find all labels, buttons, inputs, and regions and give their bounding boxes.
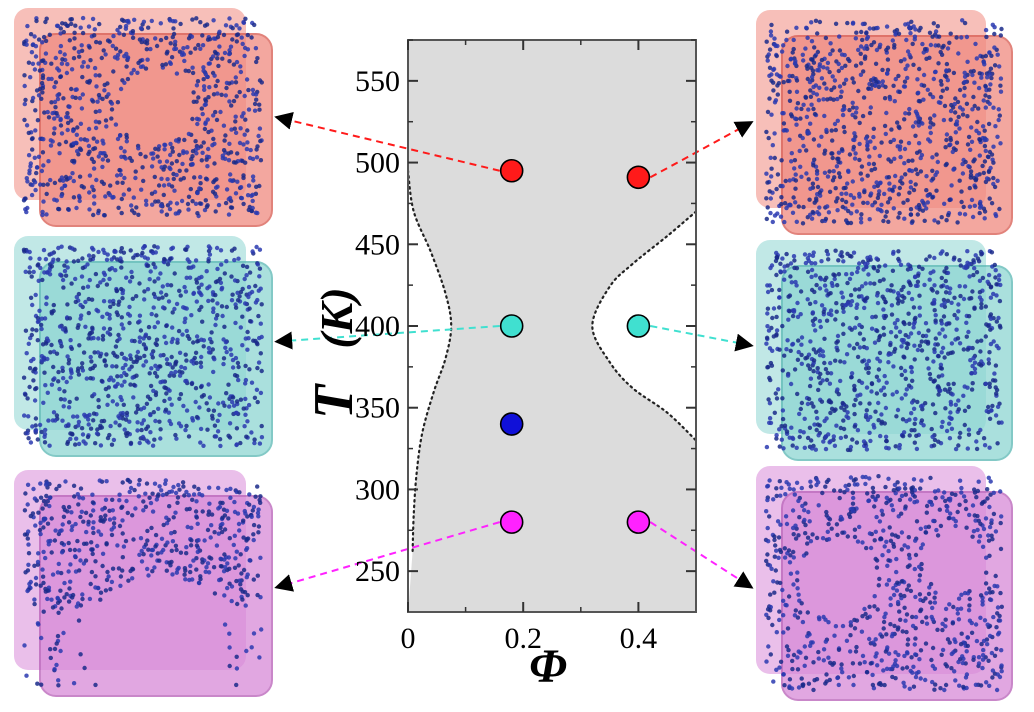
snapshot-cube: [14, 236, 273, 457]
y-tick-label: 250: [355, 555, 400, 588]
data-point: [499, 158, 524, 183]
x-tick-label: 0.4: [620, 622, 658, 655]
data-point: [626, 165, 651, 190]
y-tick-label: 300: [355, 473, 400, 506]
snapshot-connectors: [274, 112, 754, 592]
y-tick-label: 350: [355, 392, 400, 425]
simulation-snapshots: [14, 8, 1013, 701]
connector-arrow: [274, 325, 500, 350]
snapshot-cube: [756, 466, 1013, 701]
data-point: [626, 314, 651, 338]
y-tick-label: 400: [355, 310, 400, 343]
y-axis-title-unit: (K): [311, 287, 362, 348]
connector-arrow: [649, 521, 754, 589]
snapshot-cube: [14, 8, 273, 227]
cube-front-face: [39, 33, 273, 227]
cube-front-face: [781, 35, 1013, 235]
data-point: [499, 510, 524, 534]
x-axis-title: Φ: [529, 640, 567, 693]
right-boundary-line: [591, 210, 696, 442]
snapshot-cube: [756, 10, 1013, 235]
data-point: [499, 412, 524, 436]
left-clear-region: [408, 170, 452, 612]
connector-arrow: [274, 521, 500, 592]
y-tick-label: 500: [355, 147, 400, 180]
y-axis-title-symbol: T: [303, 382, 365, 419]
connector-arrow: [649, 121, 754, 179]
data-points: [499, 158, 651, 534]
snapshot-cube: [14, 470, 273, 697]
connector-arrow: [650, 325, 754, 352]
y-tick-label: 550: [355, 65, 400, 98]
left-boundary-line: [408, 169, 453, 553]
x-tick-label: 0.2: [504, 622, 542, 655]
cube-front-face: [781, 491, 1013, 701]
axes: 250 300 350 400 450 500 550 0 0.2 0.4: [355, 39, 697, 655]
snapshot-cube: [756, 240, 1013, 461]
data-point: [499, 314, 524, 338]
data-point: [626, 510, 651, 534]
x-tick-label: 0: [401, 622, 416, 655]
y-tick-label: 450: [355, 228, 400, 261]
connector-arrow: [274, 112, 500, 172]
